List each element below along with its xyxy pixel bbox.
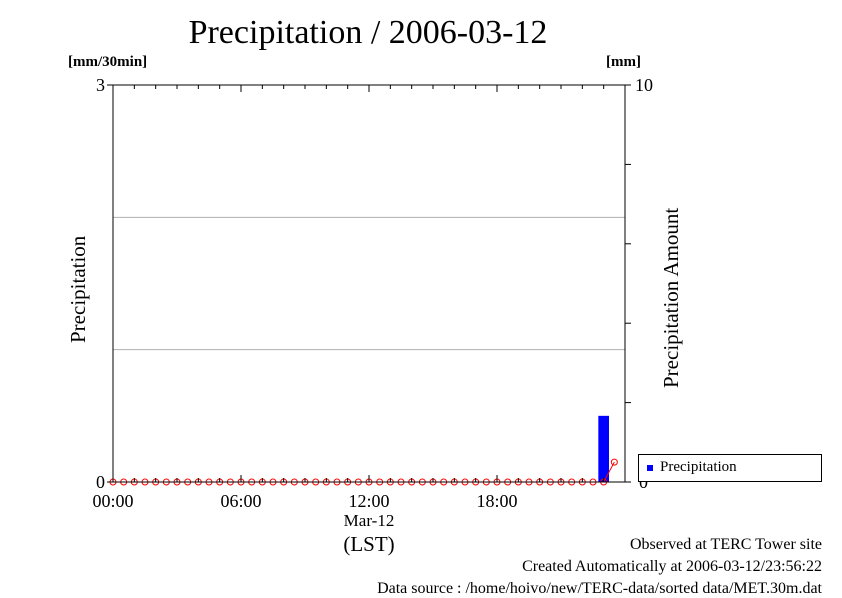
right-tick-label: 10 [635,75,653,95]
left-axis-unit: [mm/30min] [68,54,148,70]
legend-label-precipitation: Precipitation [660,459,737,475]
chart-title: Precipitation / 2006-03-12 [188,14,548,51]
precipitation-amount-point [610,458,618,466]
legend: Precipitation [638,454,822,482]
right-tick-label: 0 [639,472,648,492]
right-axis-label: Precipitation Amount [659,207,683,388]
right-axis-unit: [mm] [606,54,641,70]
x-tick-label: 00:00 [92,491,133,511]
precipitation-bar [598,415,609,482]
footer-data-source: Data source : /home/hoivo/new/TERC-data/… [377,580,822,597]
legend-swatch-precipitation [647,465,653,471]
left-axis-label: Precipitation [66,235,90,343]
x-tick-label: 12:00 [348,491,389,511]
left-tick-label: 3 [96,75,105,95]
left-tick-label: 0 [96,472,105,492]
x-date-label: Mar-12 [344,511,395,530]
x-tick-label: 06:00 [220,491,261,511]
footer-created-time: Created Automatically at 2006-03-12/23:5… [522,558,822,575]
footer-observed-site: Observed at TERC Tower site [629,536,822,553]
x-axis-label: (LST) [343,532,394,556]
x-tick-label: 18:00 [476,491,517,511]
